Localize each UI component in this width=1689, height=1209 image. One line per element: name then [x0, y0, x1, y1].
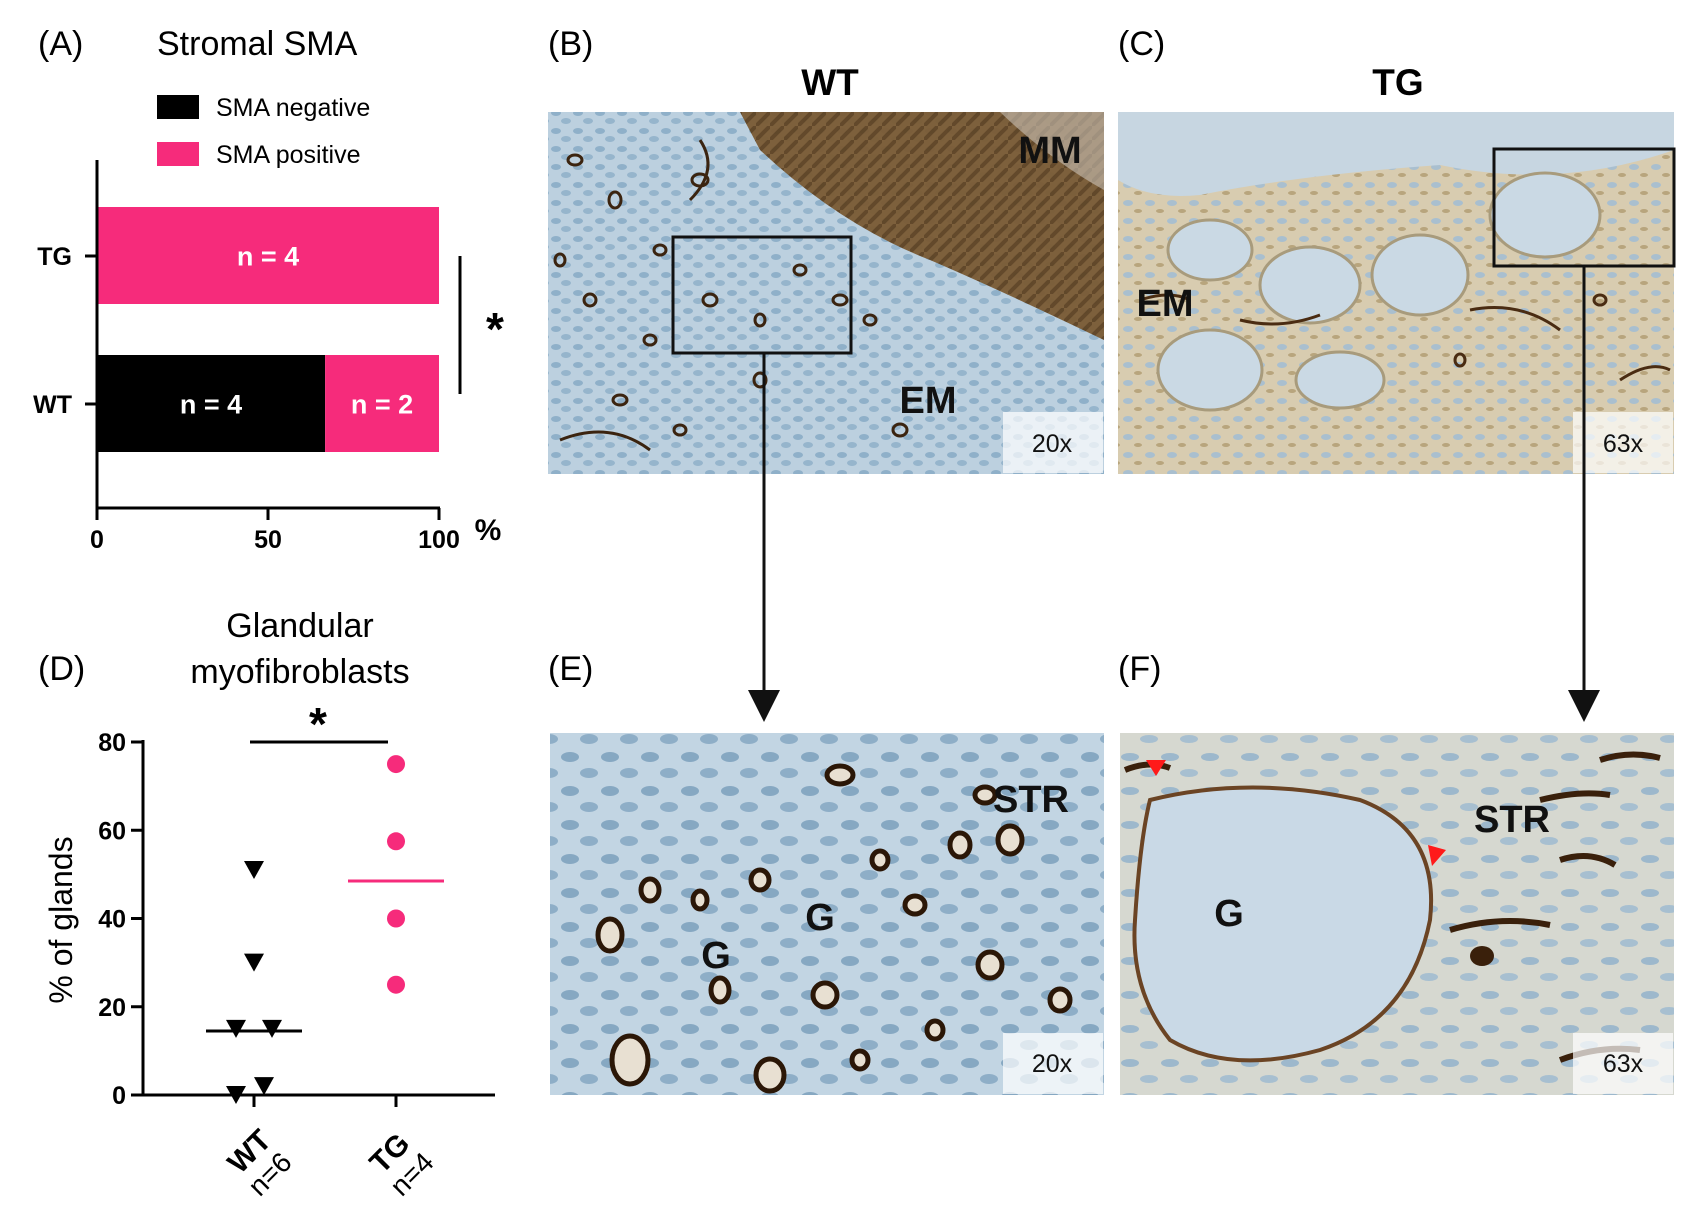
y-tick-label-20: 20	[98, 994, 126, 1022]
magnification-f: 63x	[1603, 1050, 1644, 1078]
micrograph-e: STR G G 20x	[550, 733, 1104, 1095]
bar-wt-positive	[325, 355, 439, 452]
category-label-tg: TG	[37, 243, 72, 271]
y-tick-label-80: 80	[98, 729, 126, 757]
label-em-b: EM	[900, 380, 957, 422]
point-tg	[387, 909, 405, 928]
bar-tg-positive	[97, 207, 439, 304]
y-axis-label-d: % of glands	[43, 836, 79, 1003]
bar-series-group: n = 4 n = 4 n = 2	[97, 207, 439, 452]
chart-d-title-line2: myofibroblasts	[190, 653, 409, 691]
panel-d-chart: (D) Glandular myofibroblasts 0 20 40 60 80 %…	[38, 607, 495, 1202]
point-tg	[387, 975, 405, 994]
panel-b-letter: (B)	[548, 25, 593, 63]
magnification-c: 63x	[1603, 430, 1644, 458]
tg-column-header: TG	[1372, 62, 1423, 103]
significance-star-a: *	[486, 303, 504, 355]
significance-star-d: *	[309, 698, 327, 750]
magnification-b: 20x	[1032, 430, 1073, 458]
point-wt	[262, 1019, 282, 1038]
legend-label-positive: SMA positive	[216, 141, 361, 169]
point-wt	[244, 860, 264, 879]
magnification-e: 20x	[1032, 1050, 1073, 1078]
label-em-c: EM	[1137, 283, 1194, 325]
chart-d-title-line1: Glandular	[226, 607, 373, 645]
label-g-f: G	[1214, 893, 1244, 935]
point-tg	[387, 755, 405, 774]
bar-label-wt-positive: n = 2	[351, 390, 413, 420]
point-wt	[244, 953, 264, 972]
y-ticks-d: 0 20 40 60 80	[98, 729, 143, 1110]
legend-label-negative: SMA negative	[216, 94, 370, 122]
bar-label-wt-negative: n = 4	[180, 390, 242, 420]
panel-f-letter: (F)	[1118, 650, 1161, 688]
point-tg	[387, 832, 405, 851]
label-mm: MM	[1018, 130, 1081, 172]
bar-wt-negative	[97, 355, 326, 452]
label-str-f: STR	[1474, 799, 1550, 841]
bar-label-tg-positive: n = 4	[237, 242, 299, 272]
legend-swatch-negative	[157, 95, 199, 119]
point-wt	[226, 1019, 246, 1038]
y-tick-label-40: 40	[98, 906, 126, 934]
label-g-e1: G	[805, 897, 835, 939]
x-unit-label: %	[475, 514, 502, 547]
panel-e-letter: (E)	[548, 650, 593, 688]
panel-a-chart: (A) Stromal SMA SMA negative SMA positiv…	[33, 25, 504, 554]
panel-c-letter: (C)	[1118, 25, 1165, 63]
x-ticks-a: 0 50 100	[90, 508, 460, 554]
category-label-wt: WT	[33, 391, 72, 419]
point-wt	[226, 1086, 246, 1104]
micrograph-f: STR G 63x	[1120, 733, 1674, 1095]
micrograph-c: EM 63x	[1118, 112, 1676, 474]
red-arrowhead-1	[1146, 760, 1166, 776]
x-tick-label-0: 0	[90, 526, 104, 554]
points-d	[206, 755, 444, 1104]
red-arrowhead-2	[1428, 845, 1446, 866]
wt-column-header: WT	[801, 62, 859, 103]
y-tick-label-60: 60	[98, 817, 126, 845]
zoom-box-b	[671, 235, 853, 355]
panel-d-letter: (D)	[38, 650, 85, 688]
chart-a-title: Stromal SMA	[157, 25, 358, 63]
label-str-e: STR	[993, 779, 1069, 821]
zoom-arrows	[748, 266, 1600, 722]
point-wt	[254, 1077, 274, 1096]
legend-swatch-positive	[157, 142, 199, 166]
y-tick-label-0: 0	[112, 1082, 126, 1110]
x-tick-label-100: 100	[418, 526, 460, 554]
panel-a-letter: (A)	[38, 25, 83, 63]
micrograph-b: MM EM 20x	[548, 112, 1104, 474]
x-tick-label-50: 50	[254, 526, 282, 554]
label-g-e2: G	[701, 935, 731, 977]
